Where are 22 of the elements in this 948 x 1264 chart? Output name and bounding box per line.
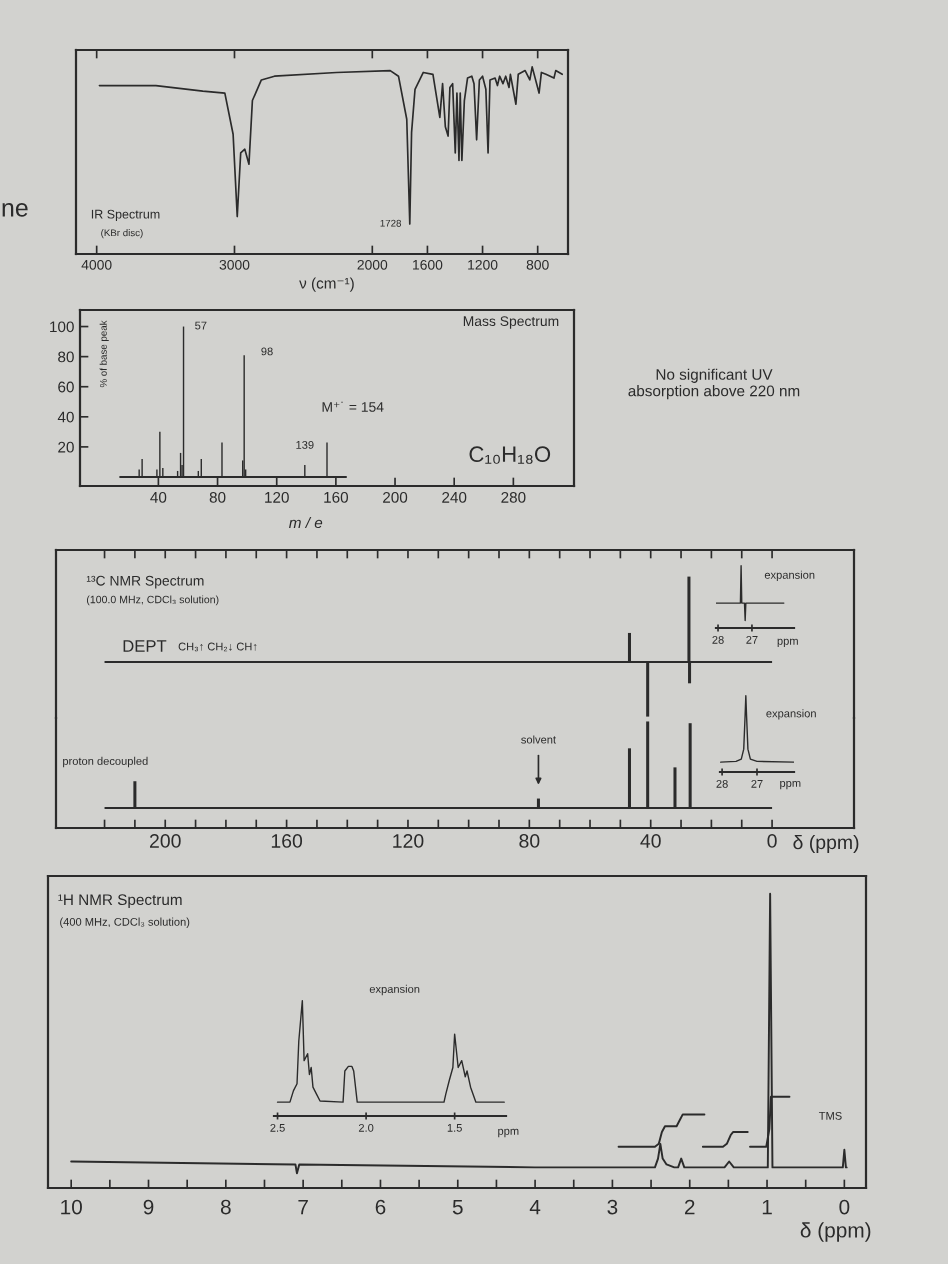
annotation: C₁₀H₁₈O	[469, 446, 551, 464]
x-tick-label: 4	[529, 1199, 541, 1215]
annotation: DEPT	[123, 640, 167, 652]
x-tick-label: 3	[607, 1199, 618, 1215]
x-tick-label: 0	[767, 834, 777, 848]
x-tick-label: 40	[640, 834, 661, 848]
x-axis-title: δ (ppm)	[800, 1222, 871, 1242]
x-tick-label: 160	[271, 834, 303, 848]
x-tick-label: 5	[452, 1199, 463, 1215]
text: ne	[2, 203, 28, 217]
x-tick-label: 80	[519, 834, 540, 848]
x-tick-label: 7	[298, 1199, 308, 1215]
x-tick-label: 120	[393, 834, 424, 848]
x-tick-label: 0	[839, 1199, 850, 1215]
x-tick-label: 2	[684, 1199, 695, 1215]
x-axis-title: δ (ppm)	[793, 834, 859, 854]
x-tick-label: 6	[375, 1199, 386, 1215]
x-tick-label: 8	[220, 1199, 231, 1215]
x-tick-label: 9	[143, 1199, 154, 1215]
x-tick-label: 1	[762, 1199, 772, 1215]
x-tick-label: 10	[61, 1199, 82, 1215]
x-tick-label: 200	[149, 834, 181, 848]
